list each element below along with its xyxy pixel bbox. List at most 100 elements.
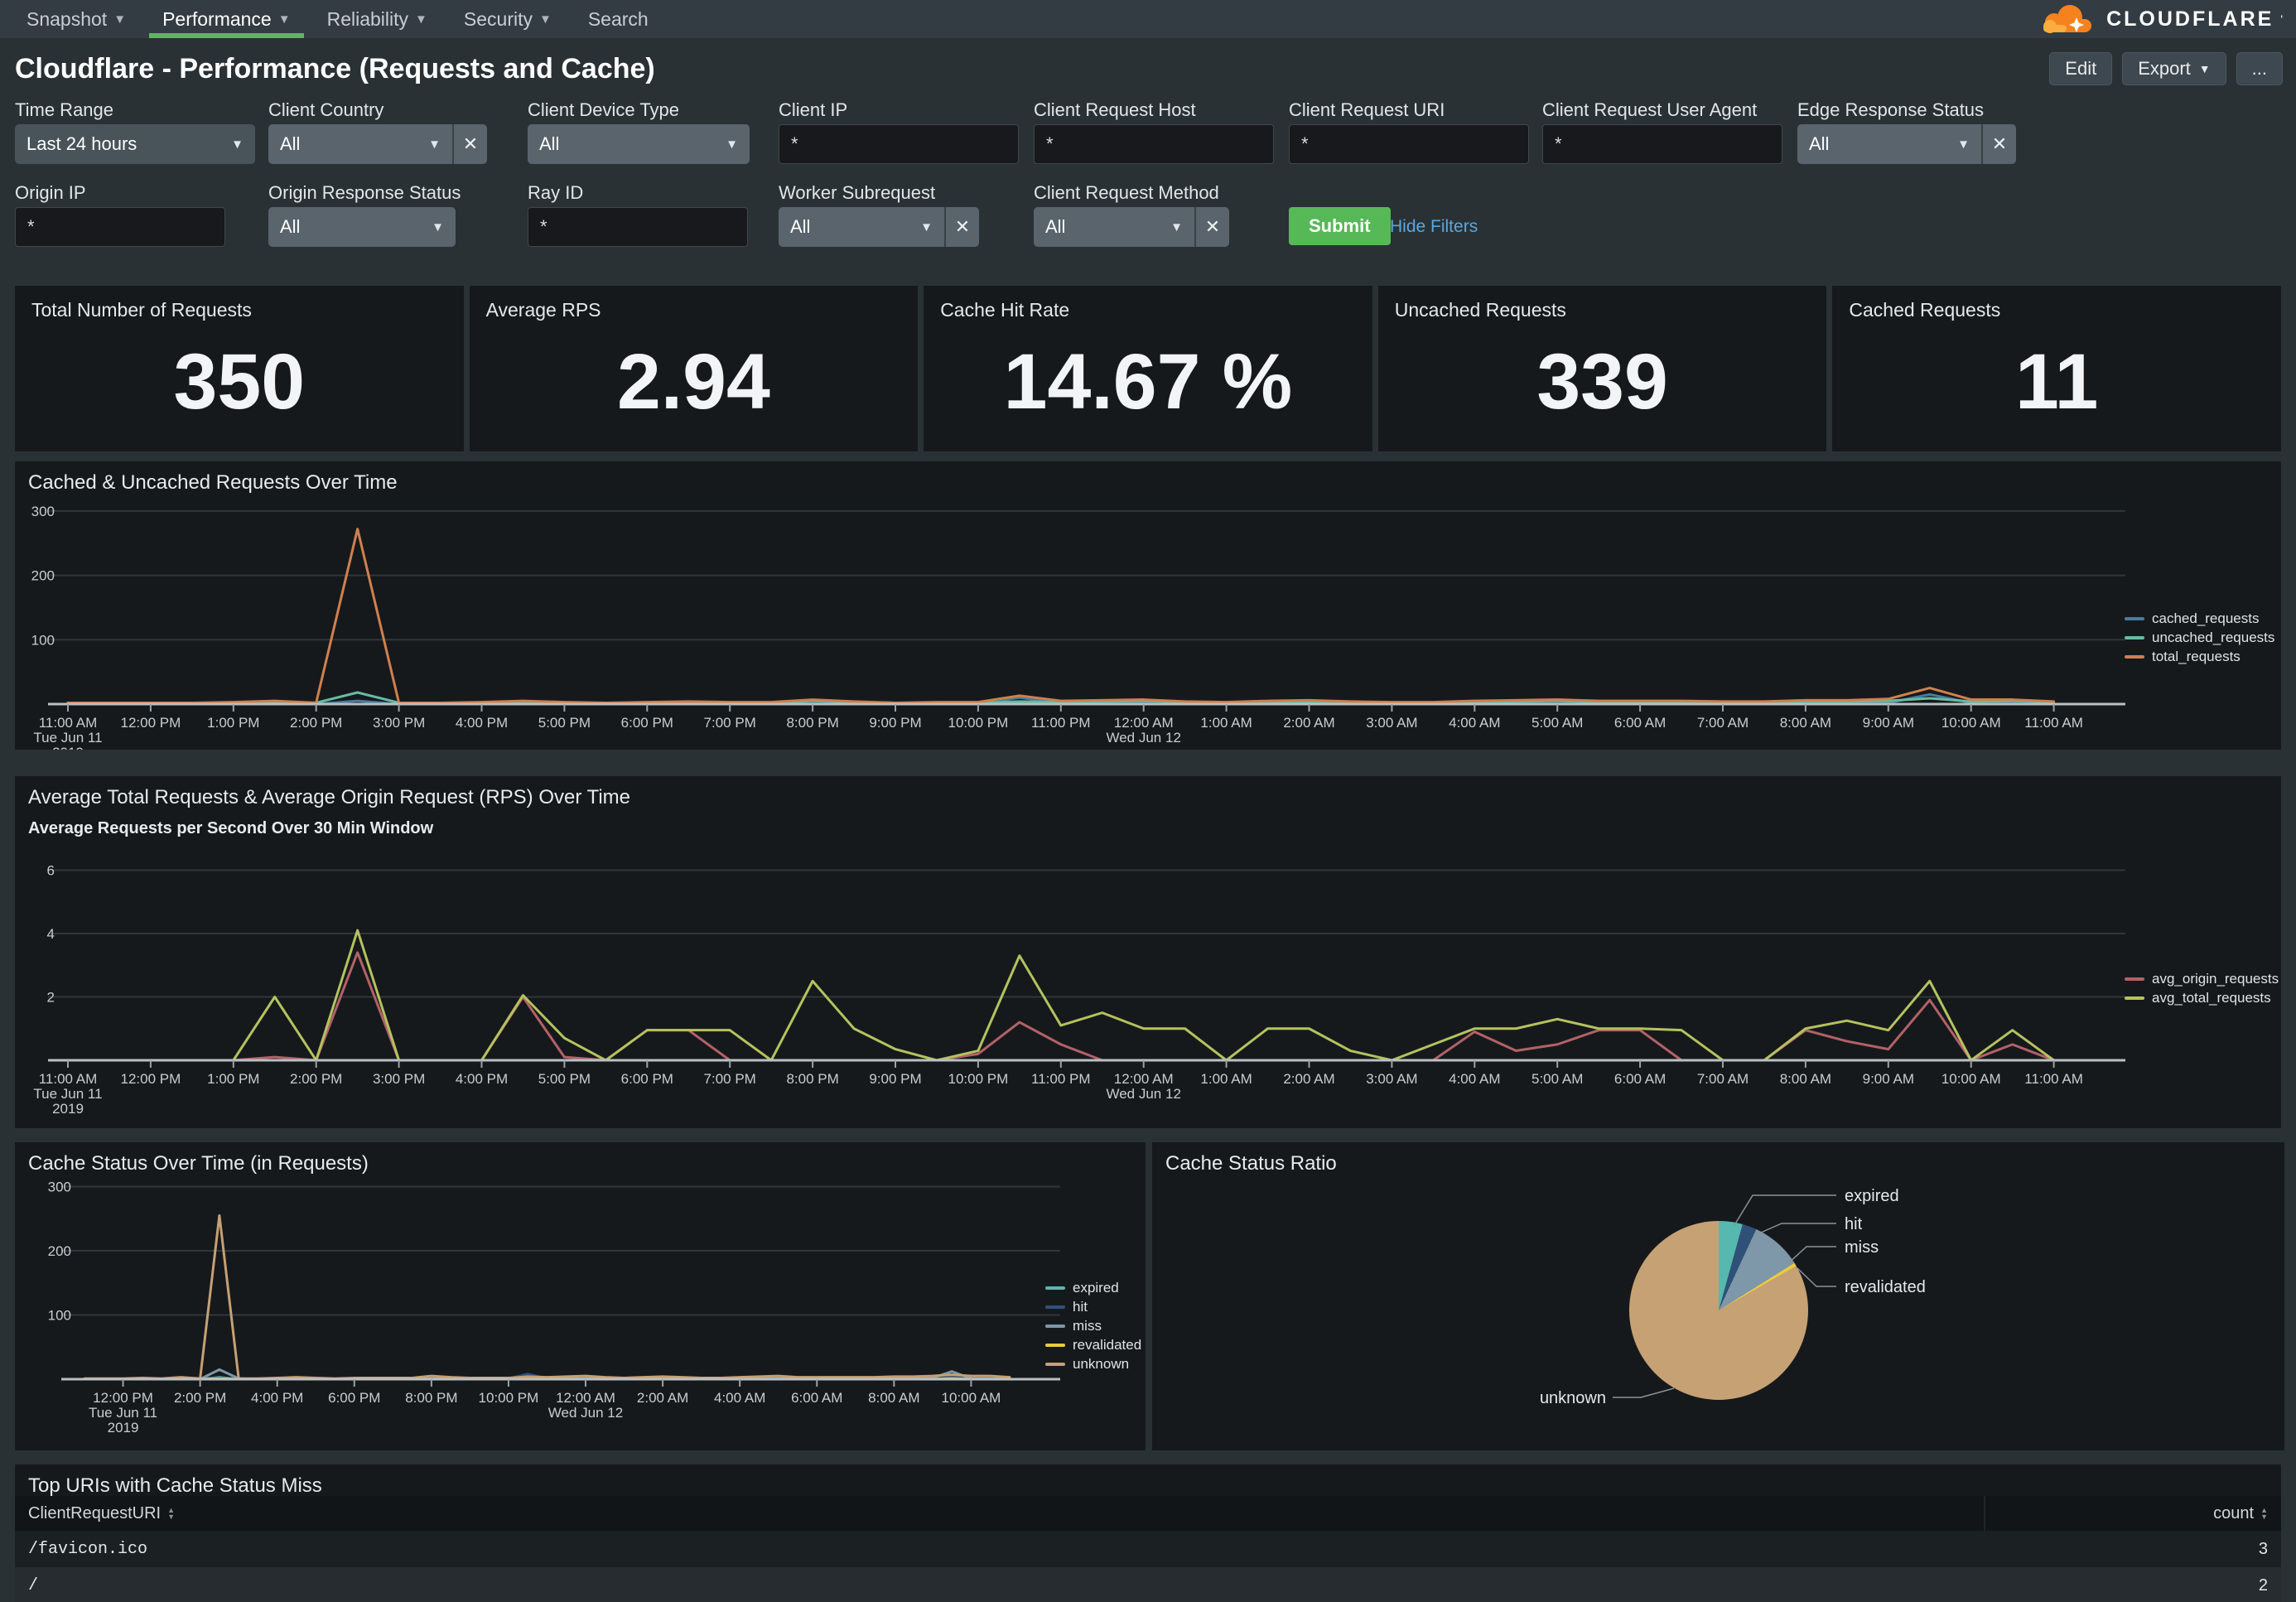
chart-legend: cached_requests uncached_requests total_re… <box>2125 610 2274 665</box>
filter-label: Ray ID <box>528 182 584 203</box>
legend-item-miss[interactable]: miss <box>1045 1318 1141 1334</box>
edge-response-status-select[interactable]: All ▼ <box>1797 124 1981 164</box>
time-range-select[interactable]: Last 24 hours ▼ <box>15 124 255 164</box>
panel-title: Average Total Requests & Average Origin … <box>28 786 631 808</box>
client-country-select[interactable]: All ▼ <box>268 124 452 164</box>
svg-text:Tue Jun 11: Tue Jun 11 <box>33 1086 102 1102</box>
table-row[interactable]: /2 <box>15 1567 2281 1602</box>
selected-value: All <box>1809 133 1830 154</box>
svg-text:11:00 AM: 11:00 AM <box>2024 715 2083 731</box>
filter-client-request-host: Client Request Host <box>1034 99 1274 164</box>
nav-item-reliability[interactable]: Reliability ▼ <box>326 7 427 30</box>
svg-text:4:00 PM: 4:00 PM <box>251 1390 303 1406</box>
legend-item-avg-total-requests[interactable]: avg_total_requests <box>2125 990 2279 1006</box>
selected-value: All <box>539 133 560 154</box>
panel-average-rps: Average Total Requests & Average Origin … <box>15 776 2281 1128</box>
legend-item-uncached-requests[interactable]: uncached_requests <box>2125 630 2274 646</box>
sort-icon: ▲ ▼ <box>2260 1506 2268 1521</box>
sort-icon: ▲ ▼ <box>167 1506 175 1521</box>
column-header-clientrequesturi[interactable]: ClientRequestURI ▲ ▼ <box>28 1503 175 1522</box>
legend-item-unknown[interactable]: unknown <box>1045 1356 1141 1373</box>
nav-item-security[interactable]: Security ▼ <box>463 7 552 30</box>
svg-text:10:00 PM: 10:00 PM <box>948 1071 1009 1087</box>
origin-response-status-select[interactable]: All ▼ <box>268 207 456 247</box>
selected-value: All <box>790 216 811 237</box>
legend-item-revalidated[interactable]: revalidated <box>1045 1337 1141 1353</box>
legend-swatch <box>1045 1344 1065 1347</box>
panel-title: Cached & Uncached Requests Over Time <box>28 471 398 494</box>
chevron-down-icon: ▼ <box>1957 137 1970 152</box>
legend-item-expired[interactable]: expired <box>1045 1280 1141 1296</box>
svg-text:4:00 AM: 4:00 AM <box>1449 1071 1500 1087</box>
column-header-count[interactable]: count ▲ ▼ <box>1984 1496 2281 1531</box>
table-row[interactable]: /favicon.ico 3 <box>15 1531 2281 1567</box>
legend-swatch <box>2125 617 2144 620</box>
legend-item-total-requests[interactable]: total_requests <box>2125 649 2274 665</box>
svg-text:7:00 AM: 7:00 AM <box>1697 715 1749 731</box>
legend-swatch <box>2125 977 2144 981</box>
panel-top-uris-cache-miss: Top URIs with Cache Status Miss ClientRe… <box>15 1464 2281 1602</box>
svg-text:10:00 PM: 10:00 PM <box>479 1390 539 1406</box>
edit-button[interactable]: Edit <box>2049 52 2113 85</box>
svg-text:6:00 AM: 6:00 AM <box>1614 1071 1666 1087</box>
filter-label: Edge Response Status <box>1797 99 1985 120</box>
chevron-down-icon: ▼ <box>432 220 444 234</box>
cell-count: 2 <box>2258 1575 2268 1595</box>
clear-client-country-button[interactable]: ✕ <box>452 124 487 164</box>
svg-text:Wed Jun 12: Wed Jun 12 <box>1106 730 1180 746</box>
more-button[interactable]: ... <box>2236 52 2283 85</box>
svg-text:6:00 AM: 6:00 AM <box>791 1390 842 1406</box>
nav-item-search[interactable]: Search <box>587 7 649 30</box>
client-request-user-agent-input[interactable] <box>1542 124 1782 164</box>
ray-id-input[interactable] <box>528 207 748 247</box>
clear-worker-subrequest-button[interactable]: ✕ <box>944 207 979 247</box>
svg-text:11:00 AM: 11:00 AM <box>2024 1071 2083 1087</box>
page-header: Cloudflare - Performance (Requests and C… <box>0 38 2296 99</box>
svg-text:6:00 PM: 6:00 PM <box>621 1071 673 1087</box>
svg-text:9:00 PM: 9:00 PM <box>869 1071 921 1087</box>
client-request-method-select[interactable]: All ▼ <box>1034 207 1194 247</box>
pie-chart[interactable] <box>1629 1221 1808 1400</box>
legend-item-cached-requests[interactable]: cached_requests <box>2125 610 2274 627</box>
client-ip-input[interactable] <box>779 124 1019 164</box>
kpi-value: 339 <box>1536 338 1668 426</box>
nav-item-snapshot[interactable]: Snapshot ▼ <box>27 7 127 30</box>
worker-subrequest-select[interactable]: All ▼ <box>779 207 944 247</box>
svg-text:2:00 AM: 2:00 AM <box>1283 715 1334 731</box>
nav-item-performance[interactable]: Performance ▼ <box>144 0 309 38</box>
svg-text:8:00 PM: 8:00 PM <box>786 1071 838 1087</box>
legend-swatch <box>2125 655 2144 659</box>
svg-text:6: 6 <box>47 863 55 879</box>
legend-item-hit[interactable]: hit <box>1045 1299 1141 1315</box>
chart-subtitle: Average Requests per Second Over 30 Min … <box>28 819 434 837</box>
legend-swatch <box>1045 1286 1065 1290</box>
export-button[interactable]: Export ▼ <box>2122 52 2226 85</box>
clear-edge-response-status-button[interactable]: ✕ <box>1981 124 2016 164</box>
svg-text:12:00 AM: 12:00 AM <box>1114 715 1174 731</box>
client-request-host-input[interactable] <box>1034 124 1274 164</box>
client-request-uri-input[interactable] <box>1289 124 1529 164</box>
svg-text:2:00 PM: 2:00 PM <box>174 1390 226 1406</box>
kpi-value: 14.67 % <box>1003 338 1293 426</box>
clear-client-request-method-button[interactable]: ✕ <box>1194 207 1229 247</box>
client-device-type-select[interactable]: All ▼ <box>528 124 750 164</box>
chevron-down-icon: ▼ <box>113 12 127 27</box>
kpi-value: 2.94 <box>616 338 770 426</box>
svg-text:1:00 AM: 1:00 AM <box>1200 1071 1252 1087</box>
filter-bar: Submit Hide Filters Time Range Last 24 ho… <box>15 99 2281 277</box>
svg-text:2019: 2019 <box>52 745 84 750</box>
chevron-down-icon: ▼ <box>538 12 552 27</box>
brand-trademark: ' <box>2280 12 2283 26</box>
svg-text:10:00 AM: 10:00 AM <box>1941 715 2001 731</box>
legend-item-avg-origin-requests[interactable]: avg_origin_requests <box>2125 971 2279 987</box>
pie-label-unknown: unknown <box>1539 1389 1606 1407</box>
submit-button[interactable]: Submit <box>1289 207 1391 245</box>
kpi-label: Cache Hit Rate <box>940 299 1070 321</box>
origin-ip-input[interactable] <box>15 207 225 247</box>
svg-text:8:00 AM: 8:00 AM <box>1780 1071 1831 1087</box>
cloudflare-logo: CLOUDFLARE ' <box>2035 1 2283 37</box>
svg-text:2:00 AM: 2:00 AM <box>637 1390 688 1406</box>
svg-text:3:00 PM: 3:00 PM <box>373 715 425 731</box>
hide-filters-link[interactable]: Hide Filters <box>1390 217 1478 236</box>
legend-swatch <box>1045 1363 1065 1366</box>
